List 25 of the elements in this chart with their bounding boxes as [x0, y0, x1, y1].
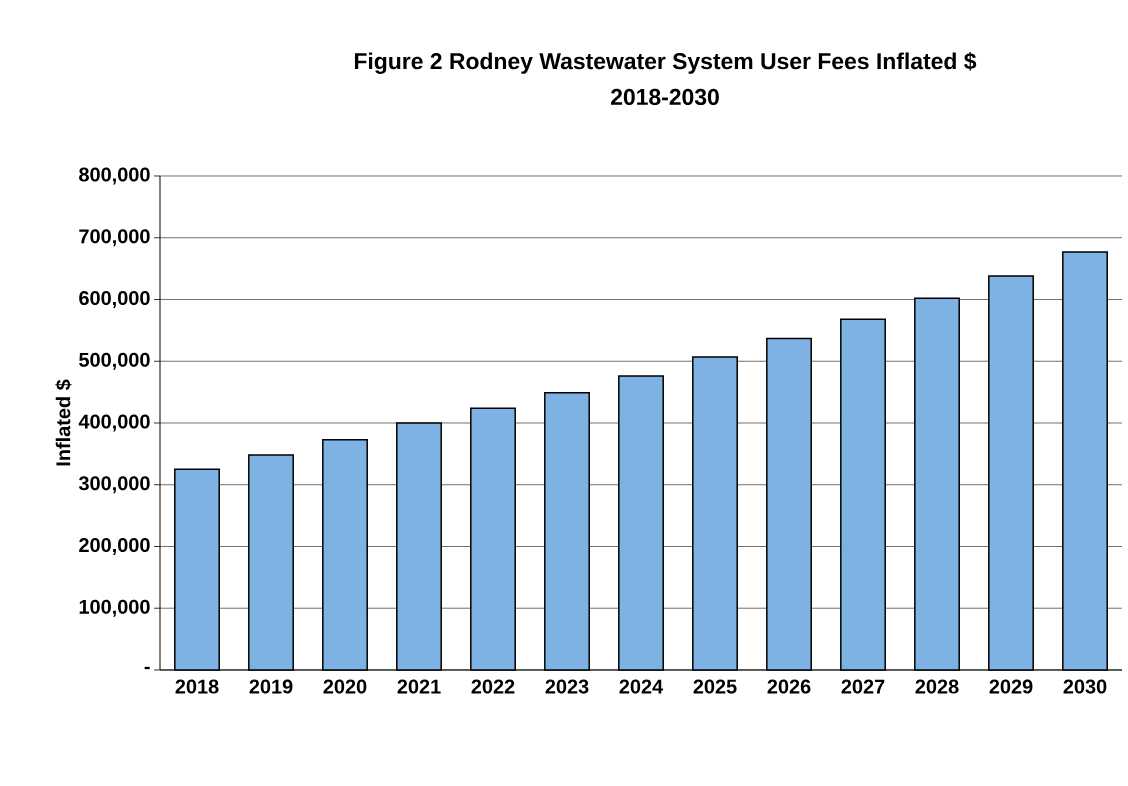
- x-tick-label: 2023: [545, 679, 589, 694]
- x-tick-label: 2029: [989, 679, 1033, 694]
- y-tick-label: 500,000: [79, 352, 150, 370]
- y-axis-title: Inflated $: [55, 379, 72, 466]
- x-tick-label: 2026: [767, 679, 811, 694]
- y-tick-label: 700,000: [79, 229, 150, 247]
- chart-subtitle: 2018-2030: [611, 88, 719, 106]
- y-tick-label: -: [144, 666, 150, 670]
- y-tick-label: 400,000: [78, 414, 150, 432]
- y-tick-label: 200,000: [79, 537, 150, 555]
- x-tick-label: 2030: [1063, 679, 1107, 694]
- chart-title: Figure 2 Rodney Wastewater System User Fees Inflated $: [354, 52, 977, 74]
- x-tick-label: 2022: [471, 679, 515, 694]
- x-tick-label: 2024: [619, 679, 664, 694]
- x-tick-label: 2027: [841, 679, 885, 694]
- x-tick-label: 2018: [175, 679, 219, 694]
- x-tick-label: 2019: [249, 679, 293, 694]
- x-tick-label: 2028: [915, 679, 959, 694]
- y-tick-label: 100,000: [79, 599, 150, 617]
- y-tick-label: 800,000: [79, 167, 150, 185]
- x-tick-label: 2021: [397, 679, 441, 694]
- y-tick-label: 300,000: [78, 476, 150, 494]
- x-tick-label: 2020: [323, 679, 367, 694]
- x-tick-label: 2025: [693, 679, 737, 694]
- y-tick-label: 600,000: [79, 290, 150, 308]
